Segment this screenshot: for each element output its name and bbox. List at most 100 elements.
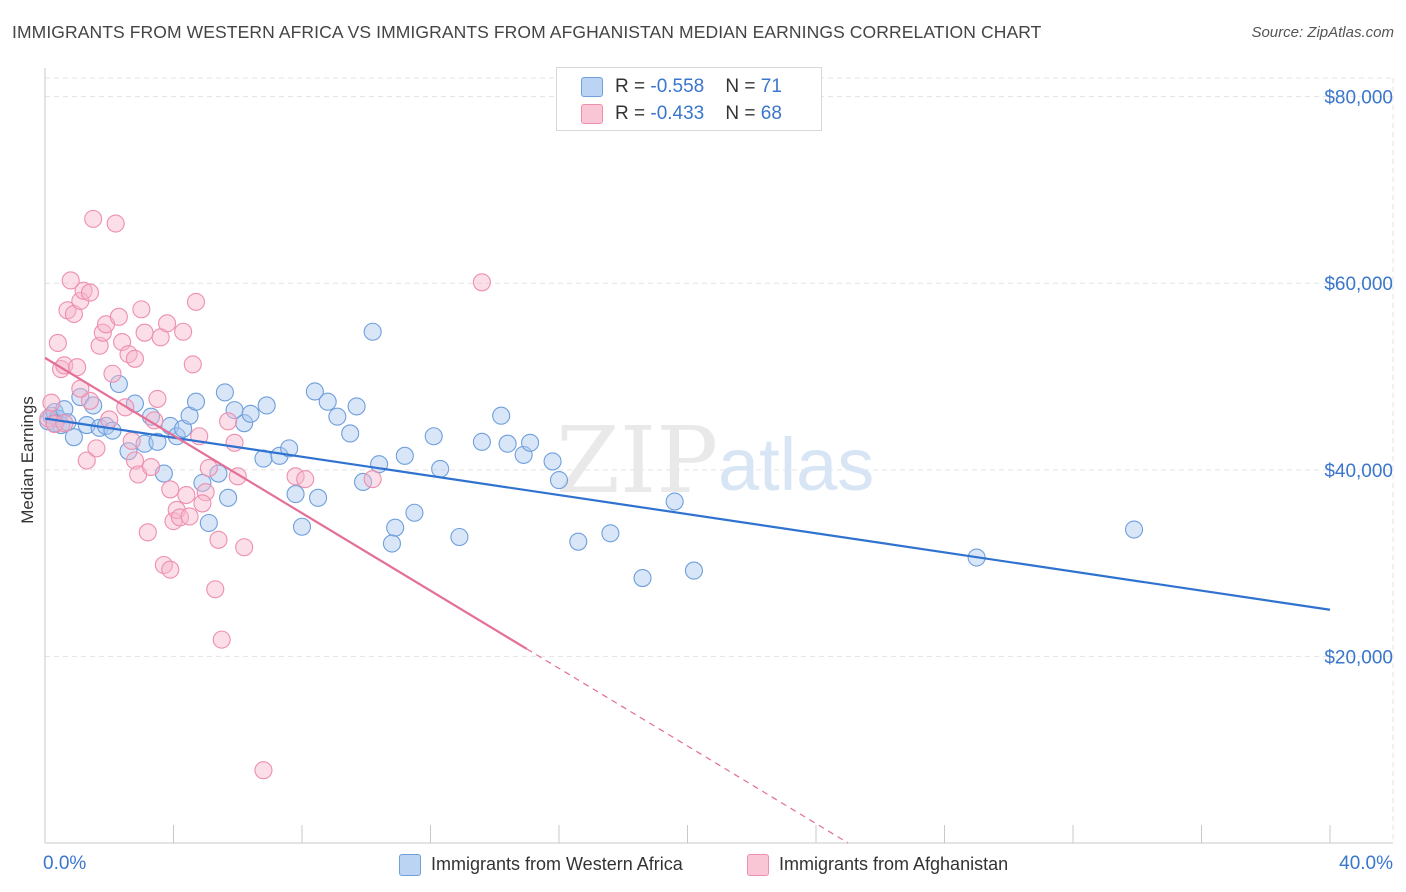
data-point-western-africa (633, 568, 652, 588)
legend-n-value: 71 (760, 76, 782, 97)
data-point-western-africa (119, 442, 138, 461)
data-point-western-africa (199, 513, 218, 533)
trend-line-western-africa (44, 417, 1331, 611)
data-point-afghanistan (61, 271, 80, 290)
data-point-afghanistan (42, 393, 61, 412)
data-point-western-africa (382, 534, 402, 553)
data-point-afghanistan (177, 485, 196, 505)
series-afghanistan-points (39, 209, 491, 780)
data-point-afghanistan (161, 560, 180, 579)
axes (44, 68, 1393, 844)
data-point-western-africa (395, 446, 414, 465)
data-point-afghanistan (103, 364, 122, 383)
data-point-afghanistan (254, 761, 273, 780)
legend-swatch-blue (581, 77, 603, 97)
y-tick-label: $60,000 (1324, 274, 1393, 295)
data-point-western-africa (684, 561, 703, 580)
data-point-western-africa (601, 524, 620, 543)
legend-r-label: R = (615, 76, 651, 97)
data-point-afghanistan (235, 538, 254, 557)
data-point-afghanistan (174, 322, 193, 341)
data-point-western-africa (521, 433, 540, 452)
data-point-afghanistan (296, 470, 315, 489)
data-point-western-africa (270, 446, 289, 465)
data-point-afghanistan (170, 508, 189, 527)
data-point-afghanistan (193, 494, 212, 513)
y-axis-label: Median Earnings (18, 396, 37, 524)
x-tick-label-min: 0.0% (43, 853, 86, 874)
series-legend-label: Immigrants from Western Africa (431, 854, 683, 874)
data-point-western-africa (305, 382, 324, 401)
data-point-afghanistan (199, 458, 218, 478)
tick-labels: $20,000 $40,000 $60,000 $80,000 0.0% 40.0% (43, 88, 1393, 874)
data-point-western-africa (64, 428, 83, 447)
y-tick-label: $40,000 (1324, 461, 1393, 482)
legend-r-value: -0.433 (650, 103, 705, 124)
data-point-western-africa (1124, 520, 1144, 539)
series-legend: Immigrants from Western Africa Immigrant… (0, 852, 1406, 878)
data-point-afghanistan (77, 451, 96, 470)
data-point-western-africa (347, 397, 366, 416)
data-point-western-africa (292, 517, 312, 536)
data-point-afghanistan (363, 470, 382, 489)
data-point-western-africa (309, 488, 328, 507)
data-point-western-africa (286, 485, 305, 504)
data-point-afghanistan (119, 345, 138, 364)
data-point-western-africa (492, 406, 511, 425)
data-point-western-africa (543, 452, 562, 471)
data-point-afghanistan (154, 555, 173, 575)
data-point-afghanistan (100, 410, 119, 429)
data-point-afghanistan (180, 507, 199, 526)
source-credit: Source: ZipAtlas.com (1251, 24, 1394, 41)
data-point-western-africa (665, 492, 684, 511)
data-point-western-africa (498, 434, 517, 453)
data-point-western-africa (109, 374, 128, 394)
data-point-western-africa (235, 414, 254, 433)
series-legend-swatch-blue (399, 854, 421, 876)
data-point-western-africa (450, 527, 469, 547)
legend-n-label: N = (725, 76, 761, 97)
data-point-western-africa (424, 427, 443, 446)
correlation-legend: R = -0.558 N = 71 R = -0.433 N = 68 (556, 67, 822, 131)
legend-n-value: 68 (760, 103, 782, 124)
data-point-afghanistan (212, 630, 231, 649)
data-point-western-africa (341, 424, 360, 443)
data-point-afghanistan (74, 281, 93, 300)
y-tick-label: $20,000 (1324, 647, 1393, 668)
data-point-afghanistan (219, 412, 238, 431)
data-point-afghanistan (135, 323, 154, 342)
data-point-western-africa (215, 383, 234, 402)
data-point-afghanistan (80, 283, 100, 302)
x-tick-label-max: 40.0% (1339, 853, 1393, 874)
data-point-western-africa (219, 488, 238, 507)
data-point-western-africa (186, 392, 206, 411)
data-point-afghanistan (132, 300, 151, 319)
data-point-afghanistan (87, 439, 106, 458)
data-point-western-africa (174, 419, 193, 438)
data-point-afghanistan (80, 391, 100, 410)
data-point-afghanistan (183, 355, 202, 374)
legend-r-value: -0.558 (650, 76, 705, 97)
data-point-western-africa (280, 439, 299, 458)
data-point-afghanistan (209, 530, 228, 549)
data-point-afghanistan (196, 483, 215, 502)
data-point-western-africa (472, 432, 491, 451)
data-point-afghanistan (161, 480, 180, 499)
data-point-afghanistan (64, 304, 83, 324)
data-point-afghanistan (158, 314, 177, 333)
watermark-atlas: atlas (718, 423, 874, 506)
data-point-western-africa (209, 464, 228, 483)
series-legend-label: Immigrants from Afghanistan (779, 854, 1009, 874)
legend-swatch-pink (581, 104, 603, 124)
data-point-afghanistan (125, 349, 144, 368)
gridlines (45, 77, 1394, 843)
data-point-afghanistan (138, 523, 157, 542)
data-point-afghanistan (125, 451, 144, 470)
data-point-afghanistan (48, 333, 67, 353)
trend-lines (44, 356, 1331, 844)
series-legend-swatch-pink (747, 854, 769, 876)
data-point-western-africa (318, 392, 337, 411)
data-point-western-africa (405, 503, 424, 522)
data-point-western-africa (241, 404, 260, 423)
